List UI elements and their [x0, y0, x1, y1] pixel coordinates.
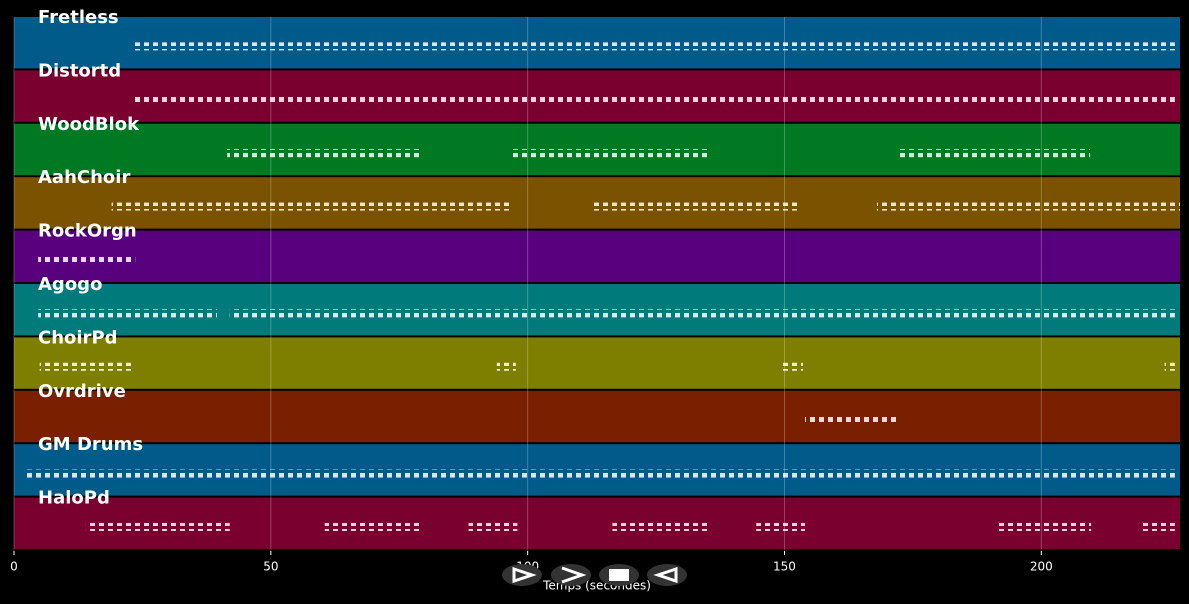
- note-span: [756, 522, 806, 531]
- track-name: Distortd: [38, 60, 121, 81]
- note-span: [132, 95, 1175, 104]
- note-span: [995, 522, 1092, 531]
- note-span: [612, 522, 708, 531]
- track-row: [14, 390, 1180, 443]
- track-row: [14, 230, 1180, 282]
- play-button[interactable]: [502, 564, 542, 586]
- note-span: [591, 202, 800, 211]
- note-span: [38, 309, 217, 318]
- note-span: [26, 469, 1175, 478]
- track-name: HaloPd: [38, 488, 110, 509]
- note-span: [85, 522, 230, 531]
- note-span: [900, 149, 1091, 158]
- note-span: [876, 202, 1180, 211]
- note-span: [229, 309, 1175, 318]
- x-tick-label: 200: [1030, 560, 1053, 574]
- track-row: [14, 337, 1180, 389]
- notes: [26, 42, 1180, 531]
- track-name: WoodBlok: [38, 114, 140, 135]
- track-name: Ovrdrive: [38, 381, 126, 402]
- note-span: [496, 362, 516, 371]
- note-span: [227, 149, 420, 158]
- note-span: [132, 42, 1175, 51]
- track-name: RockOrgn: [38, 221, 137, 242]
- x-tick-label: 0: [10, 560, 18, 574]
- note-span: [39, 362, 133, 371]
- x-tick-label: 50: [263, 560, 278, 574]
- note-span: [1138, 522, 1175, 531]
- track-name: Agogo: [38, 274, 102, 295]
- track-name: Fretless: [38, 7, 119, 28]
- note-span: [38, 255, 136, 264]
- note-span: [781, 362, 803, 371]
- forward-button[interactable]: [551, 564, 591, 586]
- labels: Fretless Distortd WoodBlok AahChoir RockOrgn…: [10, 7, 1053, 574]
- playback-controls: [502, 564, 687, 586]
- note-span: [1164, 362, 1175, 371]
- track-name: AahChoir: [38, 167, 130, 188]
- note-span: [324, 522, 420, 531]
- note-span: [512, 149, 708, 158]
- x-tick-label: 150: [773, 560, 796, 574]
- note-span: [805, 416, 898, 425]
- back-button[interactable]: [647, 564, 687, 586]
- track-name: ChoirPd: [38, 327, 118, 348]
- note-span: [111, 202, 513, 211]
- stop-button[interactable]: [599, 564, 639, 586]
- note-span: [468, 522, 518, 531]
- track-name: GM Drums: [38, 434, 143, 455]
- grid: [13, 17, 1042, 551]
